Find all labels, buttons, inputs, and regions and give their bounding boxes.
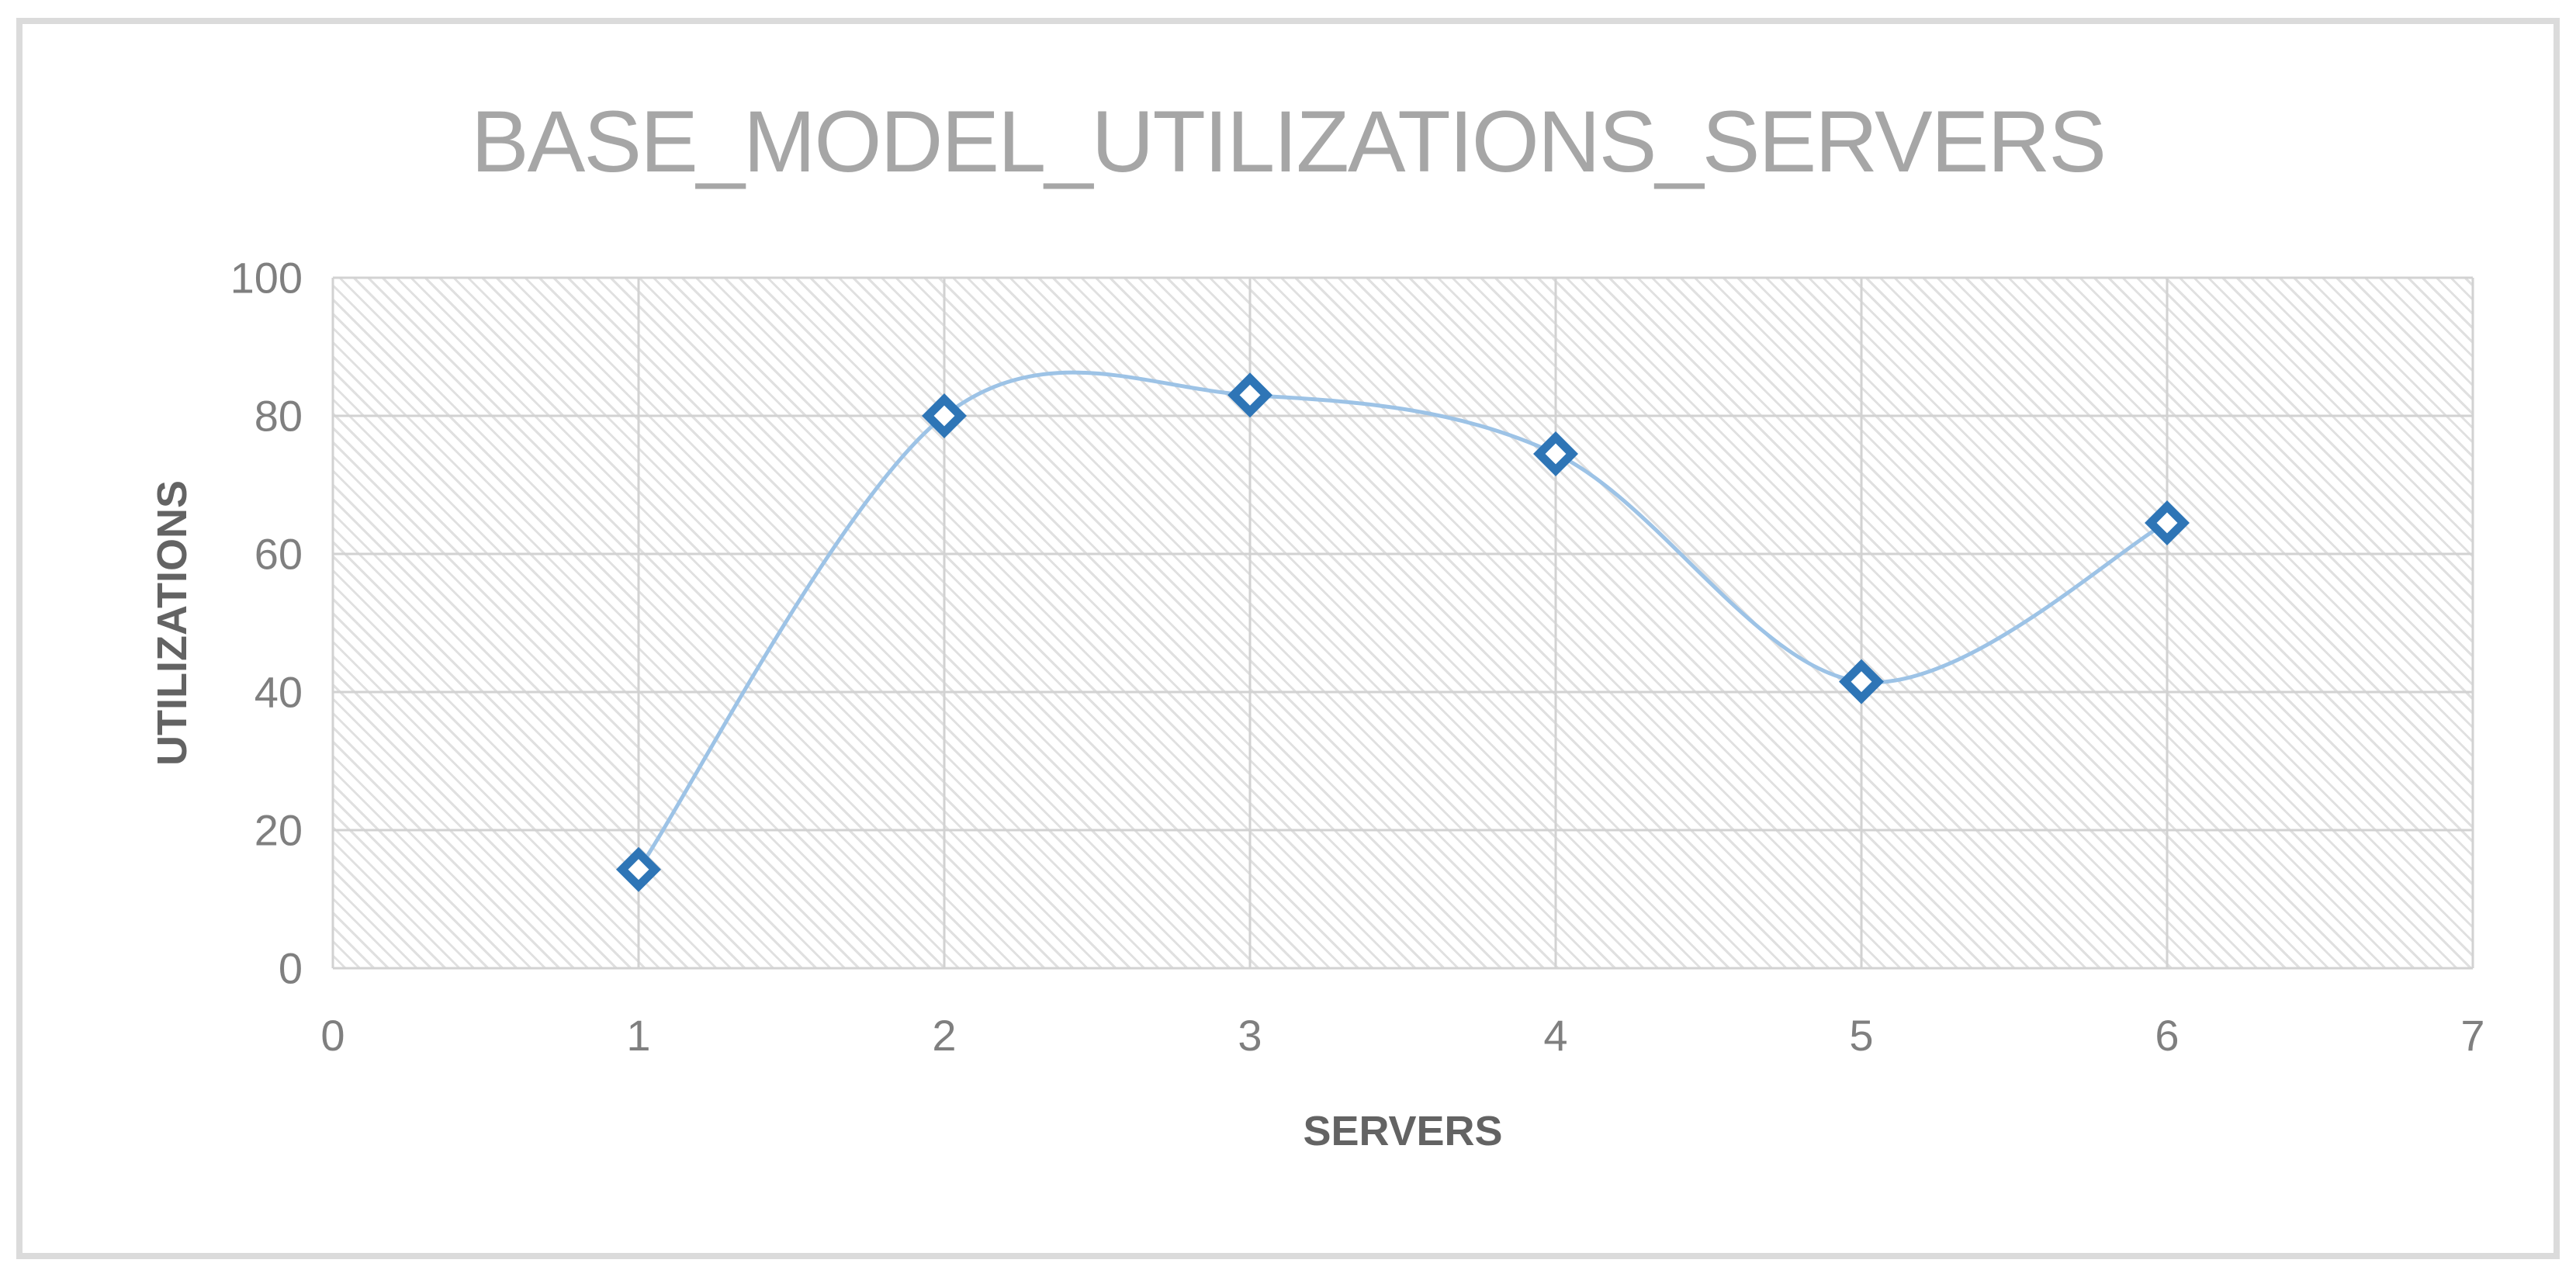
x-axis-title: SERVERS (1303, 1108, 1503, 1154)
data-point-marker (922, 393, 967, 438)
series-line (636, 370, 2169, 872)
x-tick-label: 0 (320, 1011, 345, 1060)
data-point-marker (616, 846, 661, 892)
plot-area (331, 276, 2474, 970)
y-tick-label: 20 (254, 805, 303, 855)
y-tick-label: 40 (254, 667, 303, 717)
y-axis-title: UTILIZATIONS (149, 480, 196, 766)
data-point-marker (1227, 372, 1272, 418)
chart-title: BASE_MODEL_UTILIZATIONS_SERVERS (470, 93, 2107, 190)
data-point-marker (2145, 500, 2190, 545)
x-tick-label: 5 (1849, 1011, 1874, 1060)
data-point-marker (1533, 431, 1578, 476)
y-tick-label: 60 (254, 529, 303, 579)
x-tick-label: 1 (626, 1011, 651, 1060)
x-tick-label: 2 (932, 1011, 957, 1060)
y-tick-label: 0 (278, 943, 303, 993)
chart-canvas (331, 276, 2474, 970)
y-tick-label: 100 (230, 253, 303, 303)
x-tick-label: 3 (1238, 1011, 1262, 1060)
data-point-marker (1839, 659, 1884, 704)
x-tick-label: 4 (1543, 1011, 1568, 1060)
x-tick-label: 7 (2460, 1011, 2485, 1060)
y-tick-label: 80 (254, 391, 303, 441)
x-tick-label: 6 (2155, 1011, 2180, 1060)
